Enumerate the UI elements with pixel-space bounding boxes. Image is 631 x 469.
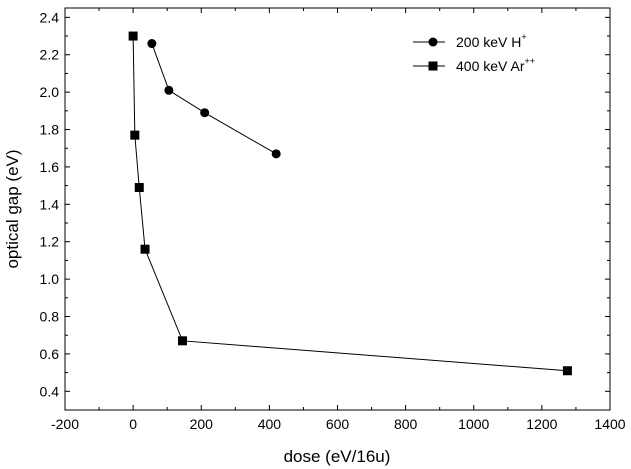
data-point-0-0 <box>147 39 157 49</box>
legend-label-1: 400 keV Ar++ <box>456 56 535 74</box>
y-tick-label: 1.2 <box>40 234 60 250</box>
series-line-0 <box>151 43 277 155</box>
data-point-0-1 <box>164 85 174 95</box>
y-axis-title: optical gap (eV) <box>3 149 22 268</box>
legend-label-0: 200 keV H+ <box>456 32 527 50</box>
y-tick-label: 1.4 <box>40 196 60 212</box>
data-point-0-2 <box>200 108 210 118</box>
data-point-0-3 <box>271 149 281 159</box>
legend-marker-0 <box>428 37 438 47</box>
data-point-1-0 <box>128 31 138 41</box>
x-tick-label: 1000 <box>458 416 489 432</box>
y-tick-label: 0.4 <box>40 383 60 399</box>
y-tick-label: 2.4 <box>40 9 60 25</box>
series-layer <box>128 31 572 376</box>
y-axis: 0.4 0.6 0.8 1.0 1.2 1.4 1.6 1.8 2.0 2.2 2.4 <box>40 9 610 399</box>
x-tick-label: 400 <box>258 416 282 432</box>
x-tick-label: -200 <box>51 416 79 432</box>
legend-label-sup-1: ++ <box>525 56 536 66</box>
series-line-1 <box>132 36 568 372</box>
data-point-1-3 <box>140 244 150 254</box>
x-tick-label: 600 <box>326 416 350 432</box>
legend-label-text-0: 200 keV H <box>456 34 521 50</box>
x-tick-label: 800 <box>394 416 418 432</box>
x-axis-title: dose (eV/16u) <box>284 447 391 466</box>
legend-marker-1 <box>428 61 438 71</box>
y-tick-label: 0.6 <box>40 346 60 362</box>
data-point-1-1 <box>130 130 140 140</box>
data-point-1-5 <box>562 366 572 376</box>
y-tick-label: 1.6 <box>40 159 60 175</box>
x-axis: -200 0 200 400 600 800 1000 1200 1400 <box>51 8 626 432</box>
x-tick-label: 1400 <box>594 416 625 432</box>
plot-frame <box>64 7 611 411</box>
y-tick-label: 1.0 <box>40 271 60 287</box>
y-tick-label: 0.8 <box>40 309 60 325</box>
data-point-1-4 <box>178 336 188 346</box>
y-tick-label: 2.2 <box>40 47 60 63</box>
x-tick-label: 1200 <box>526 416 557 432</box>
legend: 200 keV H+400 keV Ar++ <box>413 32 535 74</box>
legend-label-sup-0: + <box>521 32 526 42</box>
data-point-1-2 <box>134 182 144 192</box>
y-tick-label: 1.8 <box>40 122 60 138</box>
x-tick-label: 200 <box>190 416 214 432</box>
x-tick-label: 0 <box>129 416 137 432</box>
y-tick-label: 2.0 <box>40 84 60 100</box>
legend-label-text-1: 400 keV Ar <box>456 58 525 74</box>
